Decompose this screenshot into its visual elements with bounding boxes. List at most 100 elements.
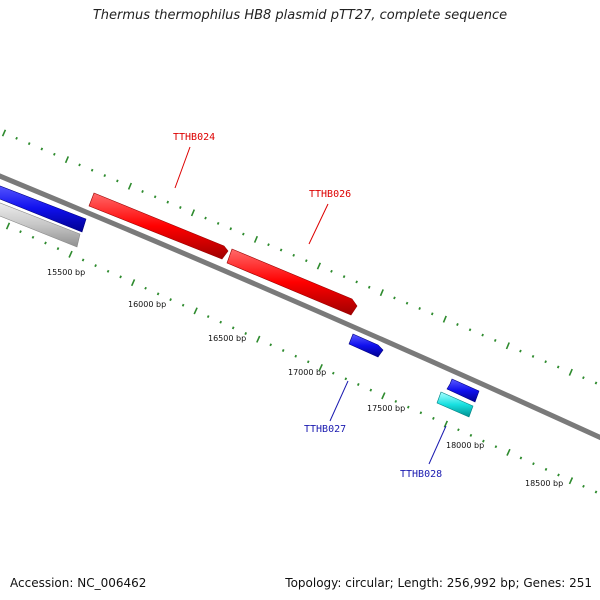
inner-tick-marks: [5, 222, 598, 494]
inner-tick: [130, 279, 136, 287]
outer-tick: [330, 269, 333, 273]
tthb026-pointer: [308, 203, 329, 245]
inner-tick: [419, 411, 423, 415]
inner-tick: [281, 349, 285, 352]
inner-tick: [193, 307, 198, 315]
outer-tick: [190, 209, 196, 217]
outer-tick: [103, 174, 107, 178]
outer-tick: [456, 323, 459, 326]
bp-label-15500: 15500 bp: [47, 268, 85, 277]
gene-feature-tthb028: [436, 391, 474, 418]
outer-tick: [568, 368, 573, 376]
gene-feature-tthb027: [348, 333, 384, 358]
inner-tick: [381, 392, 386, 400]
outer-tick: [78, 163, 81, 167]
inner-tick: [568, 477, 574, 485]
inner-tick: [256, 335, 261, 343]
bp-label-16000: 16000 bp: [128, 300, 166, 309]
outer-tick: [116, 179, 119, 183]
bp-label-16500: 16500 bp: [208, 334, 246, 343]
outer-tick: [216, 221, 220, 225]
inner-tick: [369, 388, 373, 392]
outer-tick: [505, 342, 510, 350]
tthb024-pointer: [174, 146, 191, 189]
outer-tick: [15, 136, 18, 140]
inner-tick: [144, 286, 147, 290]
bp-label-17000: 17000 bp: [288, 368, 326, 377]
inner-tick: [68, 250, 73, 258]
outer-tick: [594, 381, 598, 385]
accession-text: Accession: NC_006462: [10, 576, 147, 590]
inner-tick: [482, 439, 485, 443]
outer-tick: [229, 227, 233, 231]
bp-label-18500: 18500 bp: [525, 479, 563, 488]
inner-tick: [457, 428, 460, 432]
outer-tick: [442, 315, 447, 323]
inner-tick: [231, 326, 235, 330]
bp-label-18000: 18000 bp: [446, 441, 484, 450]
outer-tick: [418, 307, 421, 310]
outer-tick: [582, 376, 585, 380]
inner-tick: [432, 416, 435, 420]
outer-tick: [153, 195, 157, 199]
outer-tick-marks: [1, 129, 598, 385]
inner-tick: [94, 264, 97, 268]
inner-tick: [532, 462, 535, 466]
inner-tick: [344, 377, 348, 381]
outer-tick: [544, 360, 547, 364]
inner-tick: [519, 456, 523, 460]
gene-feature-blue-left: [0, 185, 87, 233]
inner-tick: [106, 269, 110, 273]
inner-tick: [406, 405, 410, 409]
inner-tick: [44, 241, 47, 245]
outer-tick: [292, 253, 296, 257]
inner-tick: [331, 371, 335, 375]
gene-feature-blue-right: [446, 378, 480, 403]
outer-tick: [531, 354, 535, 358]
outer-tick: [468, 328, 472, 332]
outer-tick: [166, 200, 170, 204]
inner-tick: [56, 247, 60, 251]
inner-tick: [506, 448, 511, 456]
inner-tick: [544, 467, 548, 471]
outer-tick: [316, 262, 322, 270]
page-title: Thermus thermophilus HB8 plasmid pTT27, …: [92, 8, 508, 23]
tthb028-pointer: [428, 425, 447, 465]
gene-label-tthb026: TTHB026: [309, 189, 351, 200]
outer-tick: [493, 338, 497, 342]
inner-tick: [269, 343, 273, 347]
inner-tick: [19, 230, 22, 234]
outer-tick: [40, 147, 44, 151]
gene-feature-gray: [0, 202, 81, 248]
gene-feature-tthb024: [88, 192, 229, 260]
outer-tick: [519, 349, 522, 353]
outer-tick: [556, 365, 560, 369]
outer-tick: [267, 243, 270, 247]
inner-tick: [594, 490, 598, 494]
inner-tick: [31, 235, 35, 239]
outer-tick: [253, 235, 259, 243]
outer-tick: [90, 168, 94, 172]
outer-tick: [481, 333, 484, 337]
bp-label-17500: 17500 bp: [367, 404, 405, 413]
inner-tick: [318, 363, 323, 372]
outer-tick: [179, 206, 182, 209]
gene-label-tthb028: TTHB028: [400, 469, 442, 480]
gene-feature-tthb026: [226, 248, 358, 316]
outer-tick: [342, 275, 346, 279]
inner-tick: [306, 360, 310, 364]
inner-tick: [443, 420, 449, 428]
gene-label-tthb027: TTHB027: [304, 424, 346, 435]
outer-tick: [367, 285, 371, 289]
plasmid-backbone: [0, 173, 600, 441]
outer-tick: [1, 129, 7, 137]
inner-tick: [169, 298, 172, 302]
inner-tick: [181, 303, 185, 307]
inner-tick: [219, 320, 223, 324]
inner-tick: [156, 292, 160, 296]
inner-tick: [582, 484, 585, 488]
outer-tick: [393, 296, 396, 300]
inner-tick: [494, 445, 498, 449]
